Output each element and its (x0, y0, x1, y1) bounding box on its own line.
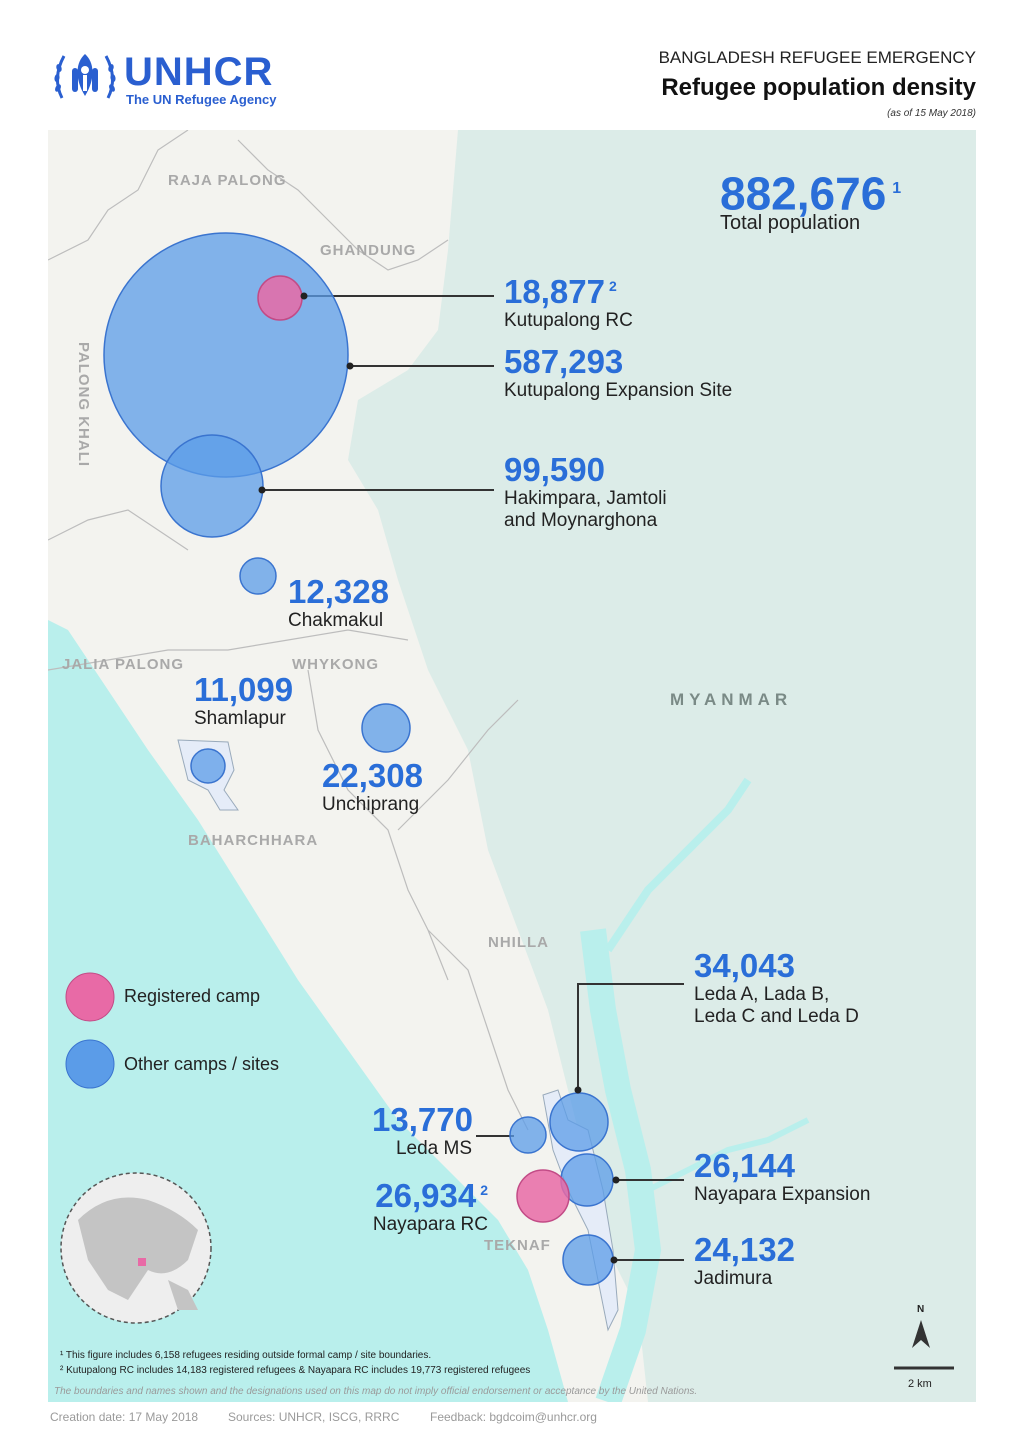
north-arrow-icon (912, 1320, 930, 1348)
area-label-raja-palong: RAJA PALONG (168, 172, 287, 189)
disclaimer: The boundaries and names shown and the d… (54, 1386, 698, 1397)
country-label-myanmar: MYANMAR (670, 690, 793, 709)
north-label: N (917, 1304, 925, 1315)
total-population-label: Total population (720, 212, 861, 234)
area-label-teknaf: TEKNAF (484, 1237, 551, 1254)
page-title: Refugee population density (661, 74, 976, 101)
org-subtitle: The UN Refugee Agency (126, 92, 277, 107)
site-label-shamlapur[interactable]: 11,099 Shamlapur (194, 671, 294, 730)
circle-jadimura[interactable] (562, 1234, 614, 1286)
legend-other-swatch (65, 1039, 115, 1089)
river-branch (604, 777, 752, 953)
sources: Sources: UNHCR, ISCG, RRRC (228, 1410, 400, 1424)
site-label-kutupalong-expansion[interactable]: 587,293 Kutupalong Expansion Site (504, 343, 733, 402)
circle-shamlapur[interactable] (190, 748, 226, 784)
circle-unchiprang[interactable] (361, 703, 411, 753)
site-label-unchiprang[interactable]: 22,308 Unchiprang (322, 757, 423, 816)
footnote-1: ¹ This figure includes 6,158 refugees re… (60, 1350, 432, 1361)
circle-chakmakul[interactable] (239, 557, 277, 595)
site-label-nayapara-rc[interactable]: 26,934 2 Nayapara RC (372, 1177, 488, 1236)
site-label-chakmakul[interactable]: 12,328 Chakmakul (288, 573, 389, 632)
site-label-nayapara-expansion[interactable]: 26,144 Nayapara Expansion (694, 1147, 871, 1206)
site-label-hakimpara[interactable]: 99,590 Hakimpara, Jamtoli and Moynarghon… (504, 451, 667, 532)
leader-lines (262, 295, 684, 1261)
site-label-leda[interactable]: 34,043 Leda A, Lada B, Leda C and Leda D (694, 947, 859, 1028)
feedback: Feedback: bgdcoim@unhcr.org (430, 1410, 597, 1424)
area-label-whykong: WHYKONG (292, 656, 379, 673)
area-label-palong-khali: PALONG KHALI (75, 342, 92, 468)
area-label-nhilla: NHILLA (488, 934, 549, 951)
map-canvas (48, 130, 976, 1402)
scale-label: 2 km (908, 1378, 932, 1390)
leader-dots (258, 292, 620, 1264)
circle-leda-ms[interactable] (509, 1116, 547, 1154)
circle-nayapara-rc[interactable] (516, 1169, 570, 1223)
site-label-jadimura[interactable]: 24,132 Jadimura (694, 1231, 795, 1290)
header-kicker: BANGLADESH REFUGEE EMERGENCY (658, 48, 976, 67)
unhcr-laurel-logo-icon (54, 54, 116, 99)
river-branch-2 (646, 1117, 810, 1193)
circle-kutupalong-rc[interactable] (257, 275, 303, 321)
area-label-ghandung: GHANDUNG (320, 242, 417, 259)
legend-other-label: Other camps / sites (124, 1054, 280, 1074)
circle-leda[interactable] (549, 1092, 609, 1152)
footnote-2: ² Kutupalong RC includes 14,183 register… (60, 1365, 531, 1376)
area-label-jalia-palong: JALIA PALONG (62, 656, 185, 673)
admin-boundaries (48, 130, 529, 1131)
naf-river (580, 928, 662, 1402)
legend-registered-label: Registered camp (124, 986, 261, 1006)
globe-inset-icon (60, 1172, 212, 1324)
org-name: UNHCR (124, 50, 274, 94)
myanmar-area (348, 130, 976, 1402)
creation-date: Creation date: 17 May 2018 (50, 1410, 199, 1424)
total-population-value: 882,676 1 (720, 167, 902, 220)
legend-registered-swatch (65, 972, 115, 1022)
circle-hakimpara[interactable] (160, 434, 264, 538)
site-label-kutupalong-rc[interactable]: 18,877 2 Kutupalong RC (504, 273, 633, 332)
site-label-leda-ms[interactable]: 13,770 Leda MS (372, 1101, 473, 1160)
camp-circles (103, 232, 614, 1286)
area-label-baharchhara: BAHARCHHARA (188, 832, 319, 849)
date-note: (as of 15 May 2018) (887, 108, 976, 119)
